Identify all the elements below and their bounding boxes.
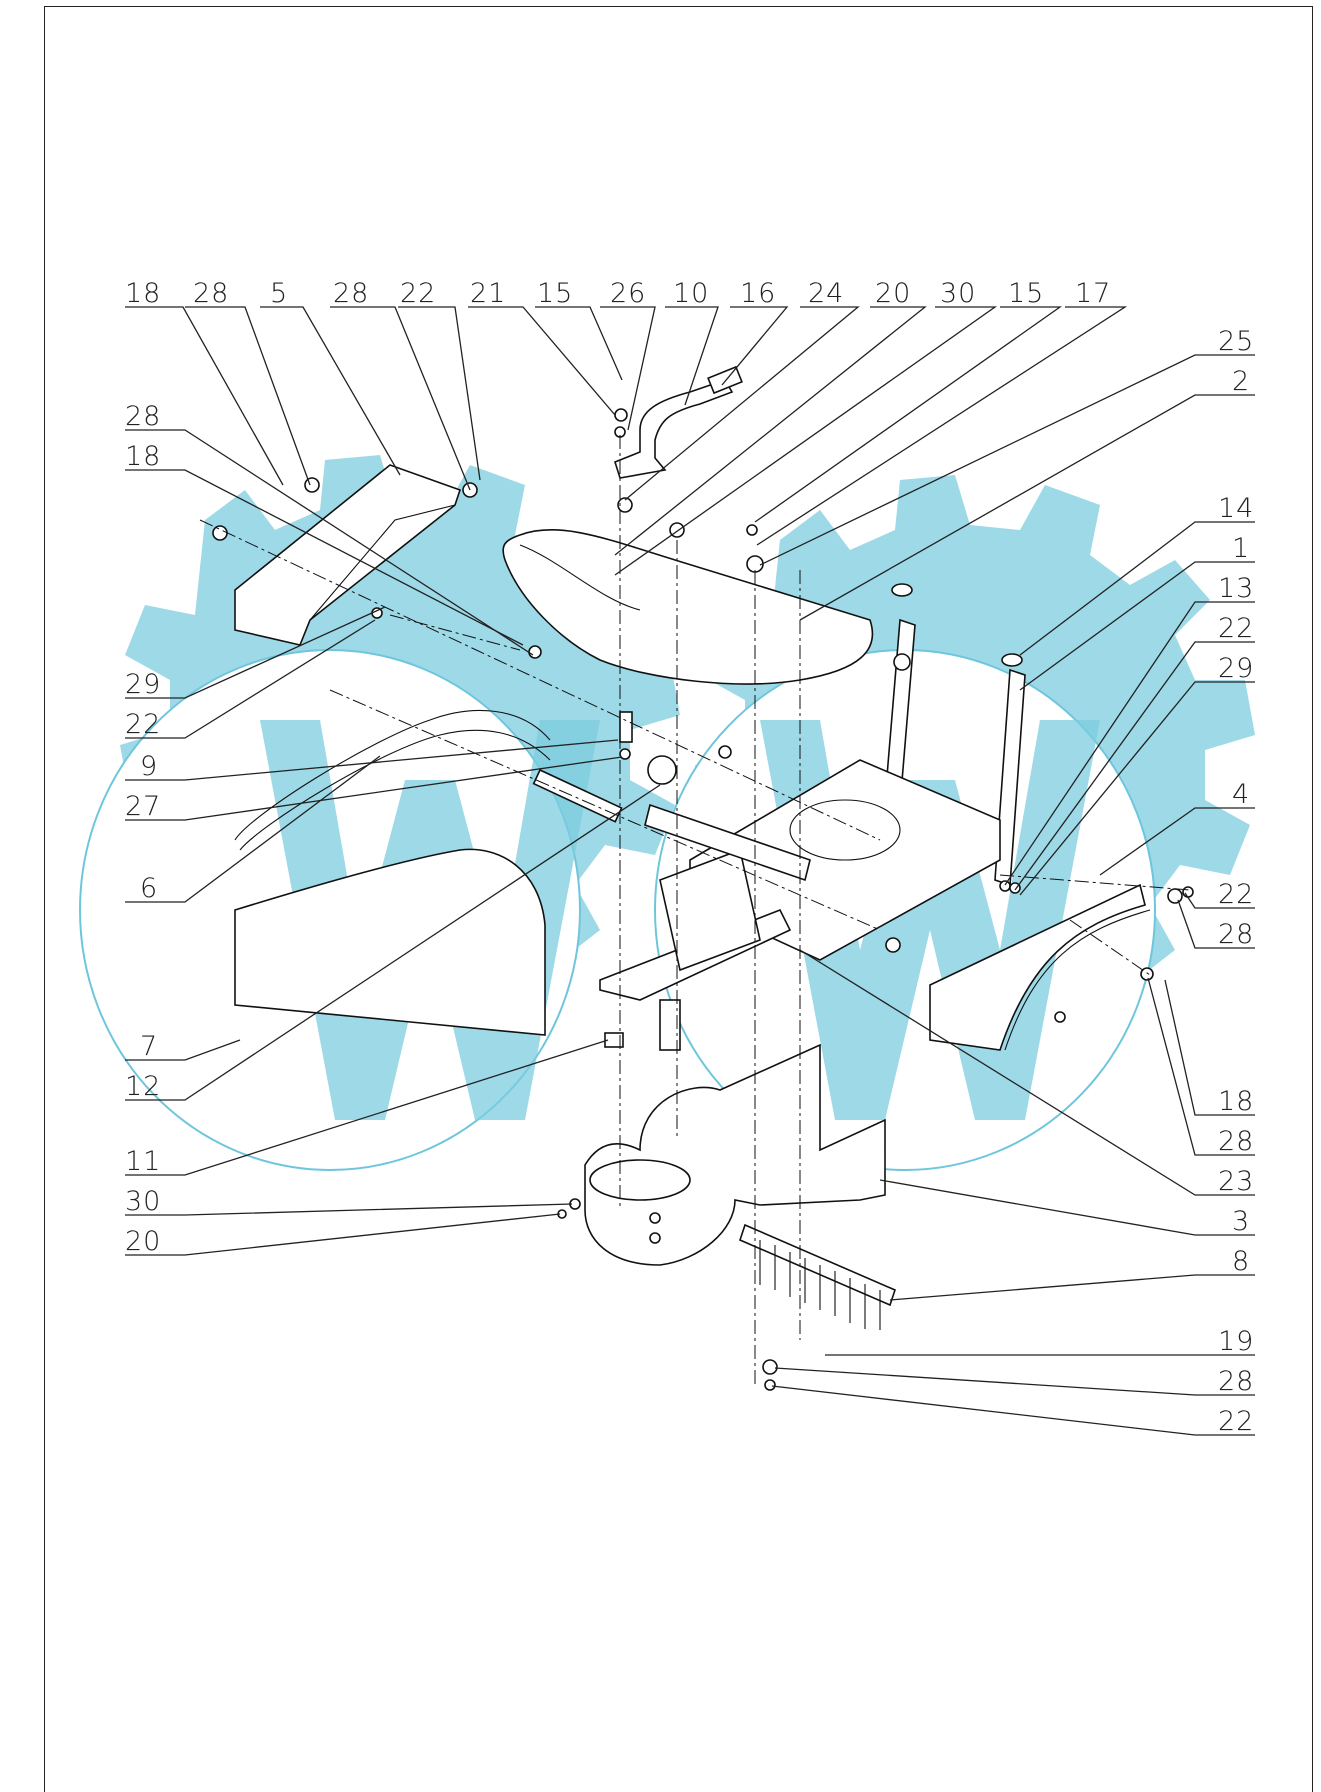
label: 10 [673, 278, 709, 309]
label: 7 [140, 1031, 158, 1062]
label: 16 [740, 278, 776, 309]
label: 29 [125, 669, 161, 700]
label: 22 [1218, 613, 1254, 644]
label: 24 [808, 278, 844, 309]
label: 5 [270, 278, 288, 309]
top-row-labels: 18 28 5 28 22 21 15 26 10 16 24 20 30 15… [125, 278, 1111, 309]
label: 9 [140, 751, 158, 782]
label: 28 [125, 401, 161, 432]
label: 30 [940, 278, 976, 309]
leader-lines [125, 306, 1255, 1436]
part-8-brush [739, 1223, 896, 1307]
label: 20 [875, 278, 911, 309]
label: 25 [1218, 326, 1254, 357]
label: 8 [1232, 1246, 1250, 1277]
label: 20 [125, 1226, 161, 1257]
part-4-cover [929, 883, 1146, 1051]
label: 28 [193, 278, 229, 309]
part-3-hopper [584, 1043, 886, 1266]
left-column-labels: 28 18 29 22 9 27 6 7 12 11 30 20 [125, 401, 161, 1257]
parts [199, 365, 1194, 1391]
part-7-flap [234, 848, 546, 1036]
label: 22 [400, 278, 436, 309]
label: 28 [1218, 1126, 1254, 1157]
label: 18 [1218, 1086, 1254, 1117]
label: 19 [1218, 1326, 1254, 1357]
label: 14 [1218, 493, 1254, 524]
drawing-frame [44, 6, 1313, 1792]
part-shaft [659, 999, 681, 1051]
label: 1 [1232, 533, 1250, 564]
part-6-rod [532, 768, 623, 823]
part-11-bracket [604, 1032, 624, 1048]
label: 28 [333, 278, 369, 309]
part-5-cover [234, 464, 462, 646]
label: 15 [1008, 278, 1044, 309]
part-2-shield [502, 528, 874, 685]
label: 3 [1232, 1206, 1250, 1237]
part-9-knob [647, 755, 677, 785]
part-9-bolt [619, 711, 633, 743]
part-6-rod-curve [234, 709, 551, 841]
label: 22 [1218, 879, 1254, 910]
label: 27 [125, 791, 161, 822]
label: 29 [1218, 653, 1254, 684]
label: 18 [125, 441, 161, 472]
label: 28 [1218, 919, 1254, 950]
label: 13 [1218, 573, 1254, 604]
label: 15 [537, 278, 573, 309]
label: 28 [1218, 1366, 1254, 1397]
part-16-grip [707, 365, 743, 395]
label: 18 [125, 278, 161, 309]
label: 17 [1075, 278, 1111, 309]
right-column-labels: 25 2 14 1 13 22 29 4 22 28 18 28 23 3 8 … [1218, 326, 1254, 1437]
part-10-handle [614, 379, 734, 479]
label: 12 [125, 1071, 161, 1102]
label: 4 [1232, 779, 1250, 810]
label: 22 [1218, 1406, 1254, 1437]
label: 26 [610, 278, 646, 309]
label: 11 [125, 1146, 161, 1177]
label: 21 [470, 278, 506, 309]
label: 22 [125, 709, 161, 740]
part-12-bar [644, 803, 811, 882]
label: 6 [140, 873, 158, 904]
label: 2 [1232, 366, 1250, 397]
label: 30 [125, 1186, 161, 1217]
label: 23 [1218, 1166, 1254, 1197]
